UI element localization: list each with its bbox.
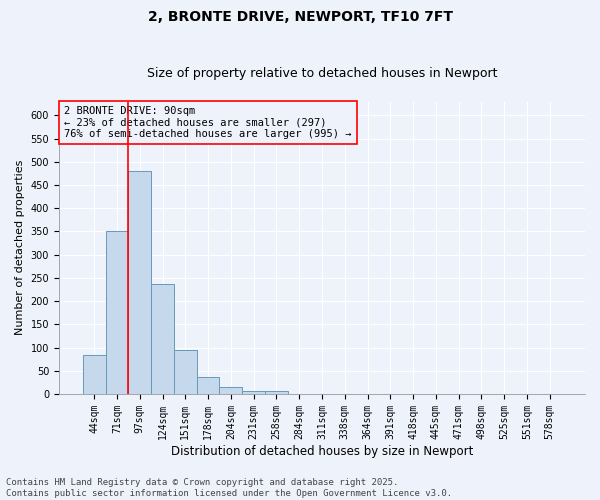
Bar: [128, 171, 151, 394]
Bar: [265, 391, 288, 394]
Bar: [220, 387, 242, 394]
Bar: [106, 230, 128, 394]
Bar: [151, 284, 174, 394]
Bar: [174, 350, 197, 394]
Y-axis label: Number of detached properties: Number of detached properties: [15, 160, 25, 336]
Text: 2 BRONTE DRIVE: 90sqm
← 23% of detached houses are smaller (297)
76% of semi-det: 2 BRONTE DRIVE: 90sqm ← 23% of detached …: [64, 106, 352, 139]
Bar: [83, 354, 106, 394]
Text: 2, BRONTE DRIVE, NEWPORT, TF10 7FT: 2, BRONTE DRIVE, NEWPORT, TF10 7FT: [148, 10, 452, 24]
Bar: [242, 391, 265, 394]
X-axis label: Distribution of detached houses by size in Newport: Distribution of detached houses by size …: [171, 444, 473, 458]
Text: Contains HM Land Registry data © Crown copyright and database right 2025.
Contai: Contains HM Land Registry data © Crown c…: [6, 478, 452, 498]
Bar: [197, 377, 220, 394]
Title: Size of property relative to detached houses in Newport: Size of property relative to detached ho…: [147, 66, 497, 80]
